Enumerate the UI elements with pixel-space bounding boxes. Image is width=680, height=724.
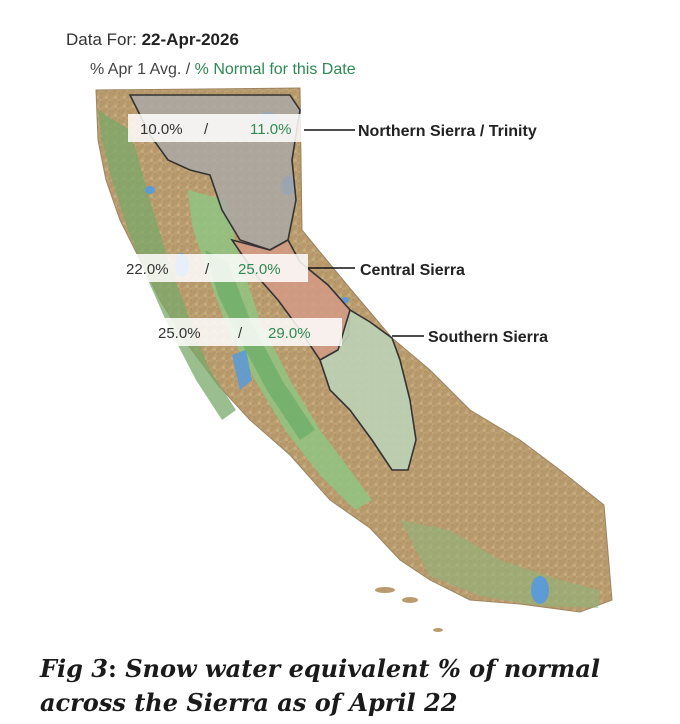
- northern-separator: /: [204, 121, 209, 138]
- southern-separator: /: [238, 325, 243, 342]
- channel-island-1: [375, 587, 395, 593]
- central-apr1-pct: 22.0%: [126, 261, 169, 278]
- legend-normal-label: % Normal for this Date: [194, 61, 356, 78]
- channel-island-2: [402, 597, 418, 603]
- data-date-header: Data For: 22-Apr-2026: [66, 30, 239, 50]
- reservoir: [232, 350, 252, 390]
- southern-normal-pct: 29.0%: [268, 325, 311, 342]
- channel-island-3: [433, 628, 443, 632]
- southern-apr1-pct: 25.0%: [158, 325, 201, 342]
- data-for-label: Data For:: [66, 30, 137, 49]
- label-bg-southern: [146, 318, 342, 346]
- figure-caption: Fig 3: Snow water equivalent % of normal…: [40, 652, 660, 720]
- northern-apr1-pct: 10.0%: [140, 121, 183, 138]
- legend-apr1-label: % Apr 1 Avg. /: [90, 61, 195, 78]
- southern-region-name: Southern Sierra: [428, 329, 548, 346]
- caption-colon: :: [108, 654, 117, 683]
- salton-sea: [531, 576, 549, 604]
- region-southern-sierra: [319, 308, 417, 471]
- label-bg-central: [112, 254, 308, 282]
- northern-normal-pct: 11.0%: [250, 121, 291, 138]
- central-region-name: Central Sierra: [360, 262, 465, 279]
- legend-header: % Apr 1 Avg. / % Normal for this Date: [90, 61, 356, 79]
- central-separator: /: [205, 261, 210, 278]
- clear-lake: [145, 186, 155, 194]
- caption-text: Snow water equivalent % of normal across…: [40, 654, 600, 717]
- caption-prefix: Fig 3: [40, 654, 108, 683]
- label-bg-northern: [128, 114, 304, 142]
- data-for-date: 22-Apr-2026: [141, 30, 239, 49]
- northern-region-name: Northern Sierra / Trinity: [358, 123, 537, 140]
- central-normal-pct: 25.0%: [238, 261, 281, 278]
- southern-mountains: [400, 520, 600, 608]
